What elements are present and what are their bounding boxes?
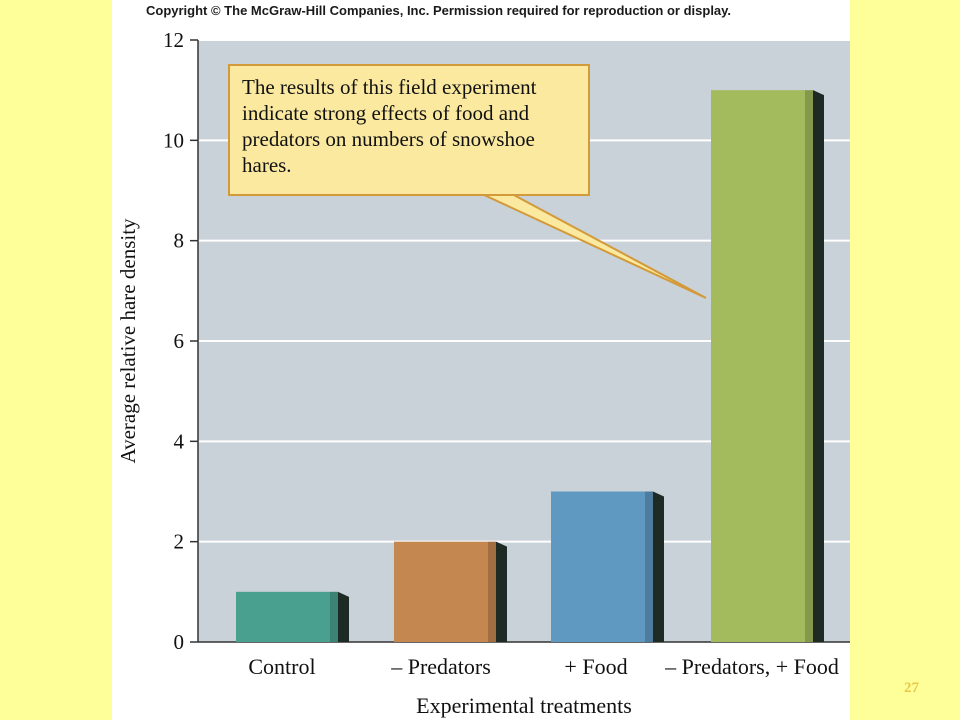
x-tick-label: – Predators xyxy=(390,654,491,679)
bar-3 xyxy=(551,491,664,642)
bar-side xyxy=(653,491,664,642)
y-tick-label: 8 xyxy=(174,229,185,253)
x-tick-label: – Predators, + Food xyxy=(664,654,839,679)
y-tick-label: 4 xyxy=(174,429,185,453)
x-axis-title: Experimental treatments xyxy=(416,693,632,718)
bar-4 xyxy=(711,90,824,642)
x-tick-labels: Control – Predators + Food – Predators, + F… xyxy=(248,654,838,679)
y-tick-labels: 0 2 4 6 8 10 12 xyxy=(163,28,185,654)
bar-face xyxy=(394,541,496,642)
copyright-notice: Copyright © The McGraw-Hill Companies, I… xyxy=(146,3,732,18)
bar-shading xyxy=(330,591,338,642)
x-tick-label: Control xyxy=(248,654,315,679)
bar-1 xyxy=(236,591,349,642)
bar-2 xyxy=(394,541,507,642)
bars xyxy=(236,90,824,642)
bar-face xyxy=(551,491,653,642)
y-tick-label: 0 xyxy=(174,630,185,654)
callout-text: The results of this field experiment ind… xyxy=(242,75,537,177)
bar-shading xyxy=(805,90,813,642)
y-tick-label: 2 xyxy=(174,530,185,554)
x-tick-label: + Food xyxy=(564,654,627,679)
bar-shading xyxy=(488,541,496,642)
page-number: 27 xyxy=(904,680,919,696)
bar-face xyxy=(236,591,338,642)
bar-face xyxy=(711,90,813,642)
bar-side xyxy=(813,90,824,642)
bar-shading xyxy=(645,491,653,642)
y-tick-label: 10 xyxy=(163,128,184,152)
y-tick-label: 6 xyxy=(174,329,185,353)
y-axis-title: Average relative hare density xyxy=(116,218,140,464)
bar-side xyxy=(496,541,507,642)
callout-box: The results of this field experiment ind… xyxy=(228,64,590,196)
y-tick-label: 12 xyxy=(163,28,184,52)
bar-side xyxy=(338,591,349,642)
